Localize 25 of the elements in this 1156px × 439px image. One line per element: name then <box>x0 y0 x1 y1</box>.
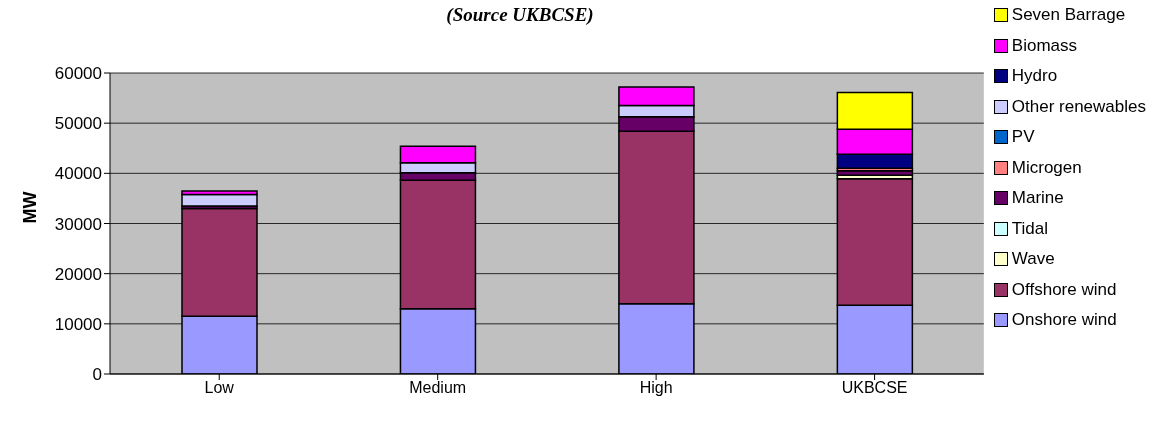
x-tick-label: High <box>639 379 673 397</box>
x-tick-label: UKBCSE <box>841 379 908 397</box>
x-tick-label: Medium <box>409 379 467 397</box>
legend-label: Wave <box>1011 249 1055 270</box>
legend-label: Tidal <box>1011 218 1049 239</box>
legend-label: Other renewables <box>1011 96 1146 117</box>
y-tick-label: 10000 <box>54 314 102 334</box>
y-tick-label: 0 <box>92 365 102 385</box>
bar <box>181 193 258 207</box>
legend-label: Hydro <box>1011 66 1058 87</box>
y-tick-label: 30000 <box>54 214 102 234</box>
chart-title: (Source UKBCSE) <box>445 4 595 26</box>
legend-label: Seven Barrage <box>1011 5 1126 26</box>
legend-label: Onshore wind <box>1011 310 1117 331</box>
legend-label: Microgen <box>1011 157 1082 178</box>
y-axis-title: MW <box>20 191 41 224</box>
y-tick-label: 50000 <box>54 114 102 134</box>
legend-label: Offshore wind <box>1011 279 1117 300</box>
legend-label: Biomass <box>1011 35 1077 56</box>
legend-label: Marine <box>1011 188 1064 209</box>
y-tick-label: 20000 <box>54 264 102 284</box>
y-tick-label: 40000 <box>54 164 102 184</box>
y-tick-label: 60000 <box>54 64 102 84</box>
legend-label: PV <box>1011 127 1035 148</box>
x-tick-label: Low <box>204 379 235 397</box>
